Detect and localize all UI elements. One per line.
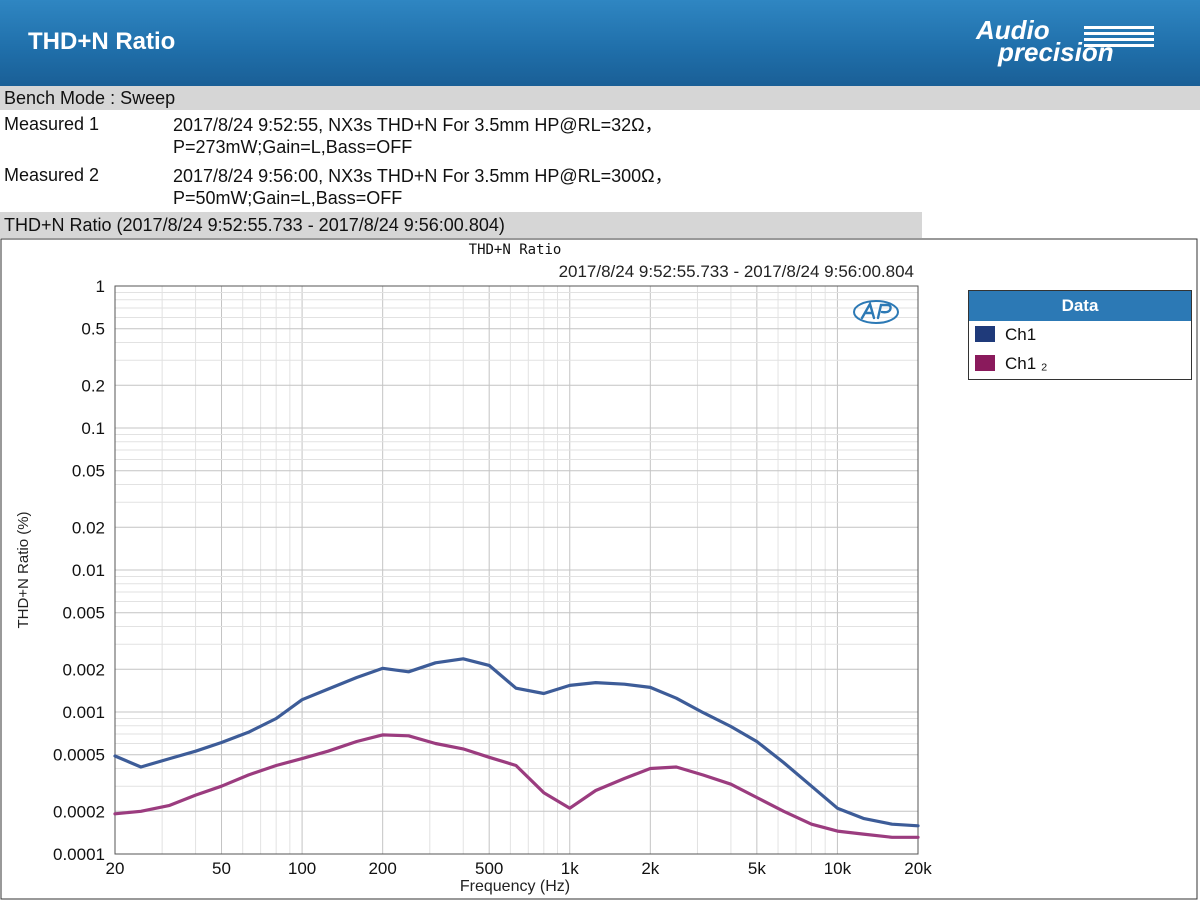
y-axis-label: THD+N Ratio (%) xyxy=(15,511,32,628)
legend-item-ch1-2[interactable]: Ch1 ₂ xyxy=(975,353,1048,375)
page-title: THD+N Ratio xyxy=(28,28,176,55)
series-line-1 xyxy=(113,657,920,828)
measured-1-text: 2017/8/24 9:52:55, NX3s THD+N For 3.5mm … xyxy=(173,115,663,157)
chart-section-title-bar: THD+N Ratio (2017/8/24 9:52:55.733 - 201… xyxy=(0,212,922,238)
header-bar: THD+N Ratio Audio precision xyxy=(0,0,1200,86)
x-tick-label: 20k xyxy=(904,859,932,878)
chart-legend: Data Ch1 Ch1 ₂ xyxy=(968,290,1192,380)
x-tick-label: 50 xyxy=(212,859,231,878)
legend-label: Ch1 ₂ xyxy=(1005,354,1048,373)
y-tick-label: 0.02 xyxy=(72,518,105,537)
chart-title: THD+N Ratio xyxy=(469,242,562,258)
y-tick-label: 1 xyxy=(96,277,105,296)
y-tick-label: 0.0002 xyxy=(53,802,105,821)
y-axis-ticks: 1 0.5 0.2 0.1 0.05 0.02 0.01 0.005 0.002 0.001 0.0… xyxy=(53,277,105,864)
legend-swatch xyxy=(975,326,995,342)
x-tick-label: 5k xyxy=(748,859,766,878)
chart-section-title: THD+N Ratio (2017/8/24 9:52:55.733 - 201… xyxy=(4,215,505,235)
x-tick-label: 200 xyxy=(368,859,396,878)
x-tick-label: 1k xyxy=(561,859,579,878)
y-tick-label: 0.0005 xyxy=(53,746,105,765)
x-tick-label: 20 xyxy=(106,859,125,878)
y-tick-label: 0.5 xyxy=(81,320,105,339)
measured-2-text: 2017/8/24 9:56:00, NX3s THD+N For 3.5mm … xyxy=(173,166,673,208)
y-tick-label: 0.05 xyxy=(72,462,105,481)
audio-precision-logo: Audio precision xyxy=(968,14,1178,70)
y-tick-label: 0.2 xyxy=(81,376,105,395)
legend-title: Data xyxy=(969,291,1191,321)
series-line-2 xyxy=(113,733,920,839)
measured-2-label: Measured 2 xyxy=(4,165,100,185)
legend-swatch xyxy=(975,355,995,371)
y-tick-label: 0.0001 xyxy=(53,845,105,864)
x-axis-label: Frequency (Hz) xyxy=(460,878,570,895)
x-tick-label: 100 xyxy=(288,859,316,878)
x-tick-label: 10k xyxy=(824,859,852,878)
y-tick-label: 0.005 xyxy=(62,604,105,623)
logo-stripes-icon xyxy=(1084,26,1154,50)
ap-watermark-icon xyxy=(853,300,899,324)
measured-1-label: Measured 1 xyxy=(4,114,100,134)
y-tick-label: 0.002 xyxy=(62,660,105,679)
chart-subtitle: 2017/8/24 9:52:55.733 - 2017/8/24 9:56:0… xyxy=(559,262,914,281)
bench-mode-bar: Bench Mode : Sweep xyxy=(0,86,1200,110)
bench-mode-text: Bench Mode : Sweep xyxy=(4,88,176,108)
y-tick-label: 0.001 xyxy=(62,703,105,722)
legend-item-ch1[interactable]: Ch1 xyxy=(975,324,1037,346)
x-axis-ticks: 20 50 100 200 500 1k 2k 5k 10k 20k xyxy=(106,859,933,878)
logo-text-precision: precision xyxy=(998,37,1114,67)
y-tick-label: 0.01 xyxy=(72,561,105,580)
x-tick-label: 2k xyxy=(641,859,659,878)
x-tick-label: 500 xyxy=(475,859,503,878)
legend-label: Ch1 xyxy=(1005,325,1037,344)
chart-series xyxy=(113,657,920,839)
y-tick-label: 0.1 xyxy=(81,419,105,438)
plot-area-border xyxy=(114,285,919,855)
logo-text-audio: Audio xyxy=(976,15,1050,45)
